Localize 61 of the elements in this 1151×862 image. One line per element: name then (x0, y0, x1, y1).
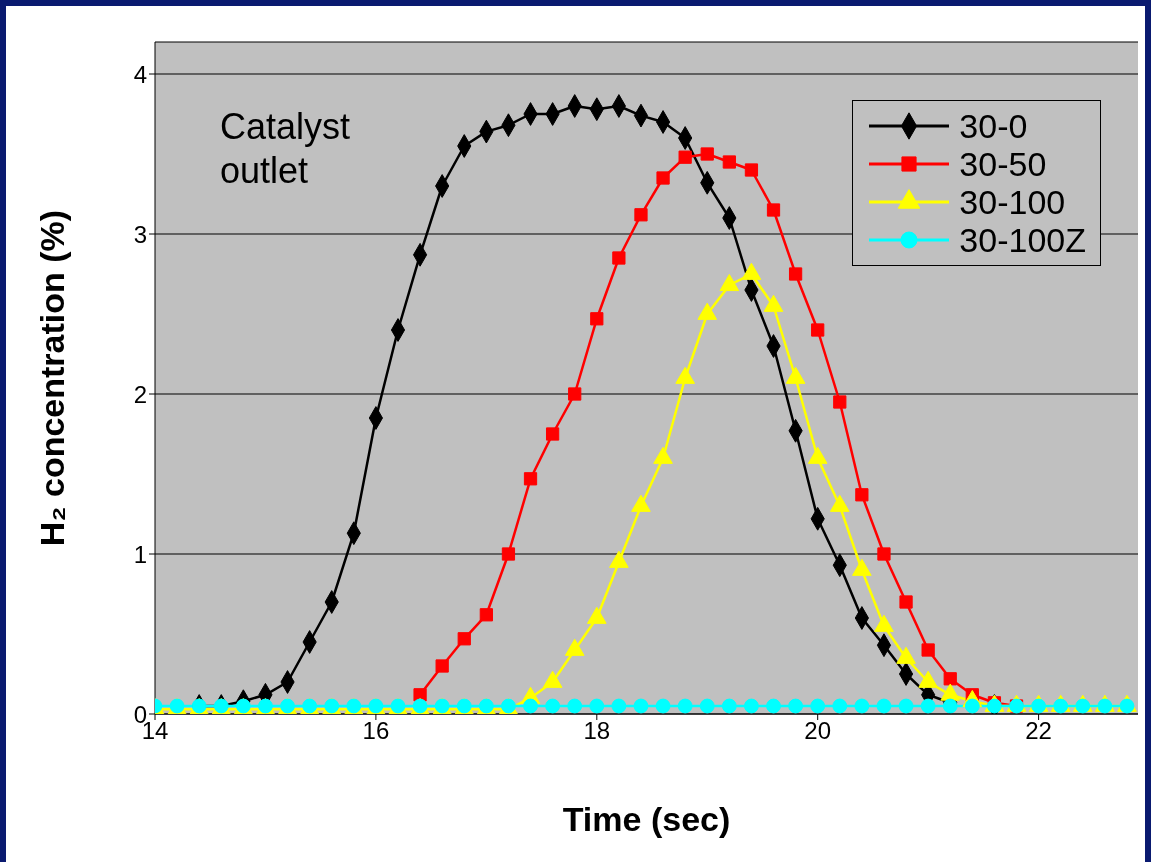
point (634, 208, 648, 222)
point (699, 698, 715, 714)
point (876, 698, 892, 714)
point (788, 267, 803, 281)
point (721, 698, 737, 714)
x-tick-label: 20 (804, 717, 832, 745)
point (920, 698, 936, 714)
point (523, 698, 538, 714)
x-tick-label: 18 (583, 717, 611, 745)
point (545, 427, 560, 441)
point (766, 203, 781, 217)
point (722, 155, 736, 169)
point (501, 547, 516, 561)
y-tick-label: 1 (133, 540, 147, 568)
point (811, 323, 825, 337)
point (1097, 698, 1113, 714)
point (833, 395, 847, 409)
point (678, 150, 692, 164)
point (832, 698, 848, 714)
annotation: Catalyst outlet (220, 105, 352, 193)
x-axis-title: Time (sec) (561, 800, 732, 839)
point (744, 163, 759, 177)
point (898, 698, 914, 714)
point (855, 488, 869, 502)
point (788, 698, 804, 714)
point (633, 698, 649, 714)
point (854, 698, 870, 714)
point (611, 698, 627, 714)
y-tick-label: 4 (133, 60, 147, 88)
point (921, 643, 935, 657)
point (942, 698, 958, 714)
x-tick-label: 16 (362, 717, 390, 745)
point (612, 251, 626, 265)
point (877, 547, 891, 561)
point (677, 698, 693, 714)
legend-label: 30-100Z (959, 220, 1086, 260)
point (744, 698, 759, 714)
point (479, 608, 493, 622)
point (568, 387, 582, 401)
point (766, 698, 781, 714)
point (545, 698, 561, 714)
point (899, 595, 913, 609)
point (589, 698, 605, 714)
y-tick-label: 2 (133, 380, 147, 408)
y-axis-title: H₂ concentration (%) (33, 208, 72, 549)
y-tick-label: 3 (133, 220, 147, 248)
point (655, 698, 671, 714)
point (810, 698, 826, 714)
point (523, 472, 538, 486)
point (700, 147, 714, 161)
legend-label: 30-50 (959, 144, 1047, 184)
legend-label: 30-100 (959, 182, 1066, 222)
point (943, 672, 957, 686)
point (567, 698, 583, 714)
point (1119, 698, 1135, 714)
point (656, 171, 670, 185)
x-tick-label: 22 (1025, 717, 1052, 745)
point (590, 312, 604, 326)
point (457, 632, 471, 646)
point (435, 659, 449, 673)
legend-label: 30-0 (959, 106, 1028, 146)
